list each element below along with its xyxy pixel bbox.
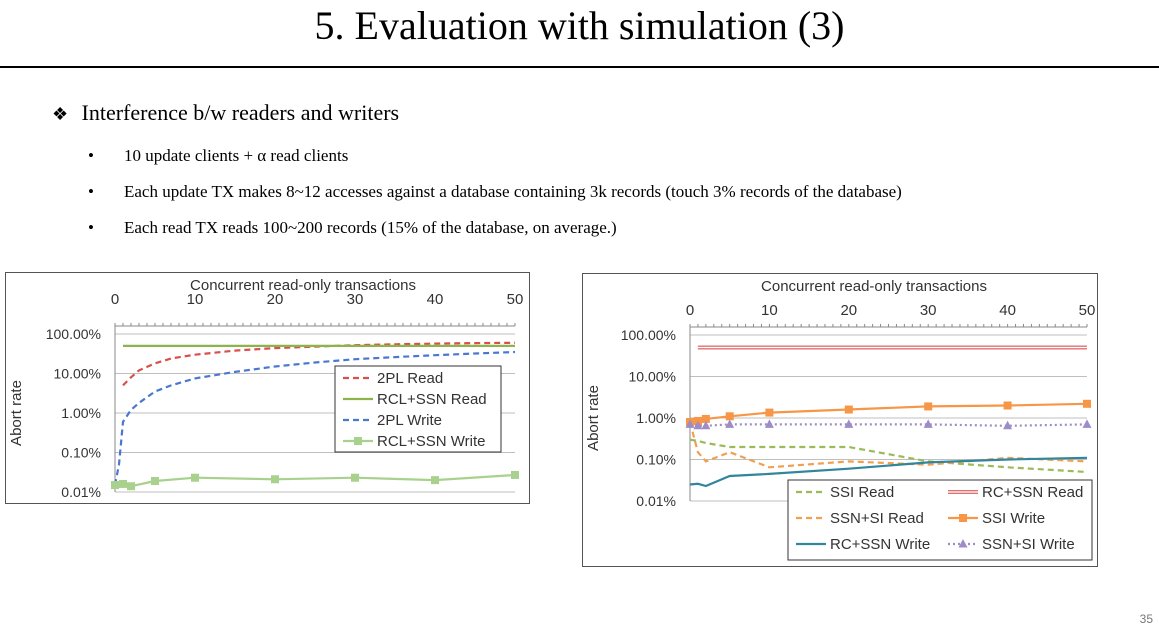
bullet-dot-icon: • (88, 182, 94, 201)
series-line (689, 456, 1088, 488)
y-tick-label: 0.01% (61, 484, 101, 500)
slide-title: 5. Evaluation with simulation (3) (314, 3, 845, 48)
x-tick-label: 20 (267, 291, 284, 308)
legend-label: RC+SSN Write (830, 536, 930, 553)
y-axis-title: Abort rate (8, 380, 25, 446)
data-point (844, 419, 854, 428)
page-number: 35 (1139, 612, 1153, 626)
data-point (725, 412, 734, 421)
right-abort-rate-chart: 0.01% 0.10% 1.00% 10.00% 100.00% 0 10 20 30 40 50 C… (582, 273, 1098, 567)
bullet-list: • 10 update clients + α read clients • Eac… (88, 144, 902, 252)
x-tick-label: 0 (111, 291, 119, 308)
legend-label: SSN+SI Read (830, 510, 924, 527)
series-line (122, 341, 516, 387)
data-point (111, 481, 119, 490)
x-tick-label: 0 (686, 302, 694, 319)
y-tick-label: 0.01% (636, 493, 676, 509)
x-axis-title: Concurrent read-only transactions (761, 278, 987, 295)
x-tick-label: 50 (1079, 302, 1096, 319)
bullet-dot-icon: • (88, 146, 94, 165)
legend-marker (958, 539, 968, 548)
legend-label: SSN+SI Write (982, 536, 1075, 553)
x-tick-label: 10 (187, 291, 204, 308)
legend-label: RCL+SSN Write (377, 433, 486, 450)
y-tick-label: 1.00% (61, 405, 101, 421)
data-point (924, 402, 933, 411)
y-tick-label: 1.00% (636, 410, 676, 426)
bullet-item: • Each update TX makes 8~12 accesses agai… (88, 180, 902, 216)
legend-label: SSI Write (982, 510, 1045, 527)
data-point (431, 476, 439, 485)
data-point (151, 476, 159, 485)
data-point (511, 470, 519, 479)
legend-marker (354, 437, 362, 445)
data-point (725, 419, 735, 428)
legend-box (334, 365, 502, 453)
data-point (764, 419, 774, 428)
data-point (685, 419, 695, 428)
data-point (191, 473, 199, 482)
bullet-text: Each update TX makes 8~12 accesses again… (124, 182, 902, 201)
series-line (689, 438, 1088, 474)
data-point (1082, 419, 1092, 428)
y-tick-label: 100.00% (46, 326, 101, 342)
title-divider (0, 66, 1159, 68)
legend-box (787, 479, 1093, 561)
x-tick-label: 20 (840, 302, 857, 319)
y-tick-label: 0.10% (636, 452, 676, 468)
x-tick-label: 10 (761, 302, 778, 319)
y-tick-label: 100.00% (621, 327, 676, 343)
section-heading-text: Interference b/w readers and writers (81, 100, 400, 125)
y-tick-label: 10.00% (629, 369, 676, 385)
data-point (693, 420, 703, 430)
data-point (923, 419, 933, 428)
bullet-text: Each read TX reads 100~200 records (15% … (124, 218, 617, 237)
data-point (127, 482, 135, 491)
y-tick-label: 0.10% (61, 445, 101, 461)
bullet-item: • 10 update clients + α read clients (88, 144, 902, 180)
x-tick-label: 30 (347, 291, 364, 308)
data-point (701, 414, 710, 423)
data-point (1083, 399, 1091, 408)
legend-label: RCL+SSN Read (377, 391, 487, 408)
x-tick-label: 40 (427, 291, 444, 308)
section-heading: ❖ Interference b/w readers and writers (52, 99, 399, 128)
data-point (351, 473, 359, 482)
bullet-dot-icon: • (88, 218, 94, 237)
data-point (119, 479, 127, 488)
x-tick-label: 40 (999, 302, 1016, 319)
data-point (1003, 401, 1012, 410)
diamond-bullet-icon: ❖ (52, 104, 69, 124)
bullet-text: 10 update clients + α read clients (124, 146, 349, 165)
legend-label: 2PL Read (377, 370, 443, 387)
legend-label: 2PL Write (377, 412, 442, 429)
data-point (1003, 420, 1013, 430)
y-axis-title: Abort rate (585, 385, 602, 451)
data-point (701, 420, 711, 430)
x-tick-label: 50 (507, 291, 524, 308)
x-tick-label: 30 (920, 302, 937, 319)
x-axis-title: Concurrent read-only transactions (190, 277, 416, 294)
bullet-item: • Each read TX reads 100~200 records (15%… (88, 216, 902, 252)
legend-marker (959, 514, 967, 522)
legend-label: SSI Read (830, 484, 894, 501)
data-point (844, 405, 853, 414)
series-line (113, 350, 516, 486)
left-abort-rate-chart: 0.01% 0.10% 1.00% 10.00% 100.00% 0 10 20 30 40 50 C… (5, 272, 530, 504)
y-tick-label: 10.00% (54, 366, 101, 382)
data-point (765, 408, 774, 417)
data-point (271, 475, 279, 484)
legend-label: RC+SSN Read (982, 484, 1083, 501)
